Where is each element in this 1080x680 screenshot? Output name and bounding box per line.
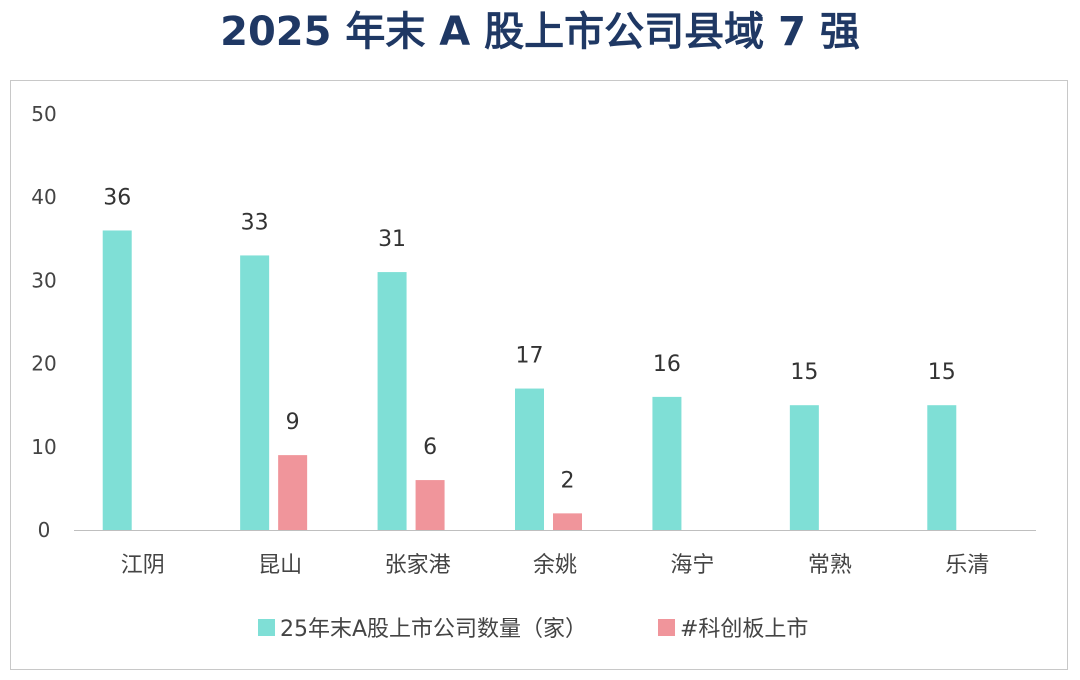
x-category-label: 昆山 bbox=[258, 553, 302, 578]
data-label: 6 bbox=[423, 435, 437, 460]
bar-listed-companies bbox=[102, 230, 132, 531]
bar-listed-companies bbox=[789, 405, 819, 530]
bar-star-market bbox=[415, 480, 445, 530]
x-category-label: 张家港 bbox=[385, 553, 451, 578]
y-tick-label: 40 bbox=[31, 185, 56, 209]
legend-label: 25年末A股上市公司数量（家） bbox=[280, 617, 587, 642]
y-tick-label: 0 bbox=[38, 518, 51, 542]
data-label: 16 bbox=[653, 352, 681, 377]
data-label: 9 bbox=[286, 410, 300, 435]
data-label: 36 bbox=[103, 185, 131, 210]
data-label: 15 bbox=[790, 360, 818, 385]
x-category-label: 海宁 bbox=[670, 553, 714, 578]
bar-listed-companies bbox=[240, 255, 270, 530]
data-label: 33 bbox=[241, 210, 269, 235]
legend-label: #科创板上市 bbox=[680, 617, 808, 642]
legend-swatch bbox=[658, 619, 675, 636]
chart-frame bbox=[10, 80, 1068, 670]
data-label: 2 bbox=[561, 468, 575, 493]
legend-swatch bbox=[258, 619, 275, 636]
x-category-label: 江阴 bbox=[121, 553, 165, 578]
bar-listed-companies bbox=[515, 388, 544, 530]
bar-star-market bbox=[278, 455, 308, 530]
bar-star-market bbox=[553, 513, 582, 530]
data-label: 31 bbox=[378, 227, 406, 252]
x-category-label: 常熟 bbox=[808, 553, 852, 578]
bar-listed-companies bbox=[377, 272, 407, 530]
y-tick-label: 10 bbox=[31, 435, 56, 459]
data-label: 15 bbox=[928, 360, 956, 385]
bar-listed-companies bbox=[927, 405, 957, 530]
bar-listed-companies bbox=[652, 396, 682, 530]
x-category-label: 乐清 bbox=[945, 553, 989, 578]
y-tick-label: 50 bbox=[31, 102, 56, 126]
y-tick-label: 20 bbox=[31, 352, 56, 376]
chart-title: 2025 年末 A 股上市公司县域 7 强 bbox=[220, 9, 860, 55]
data-label: 17 bbox=[516, 344, 544, 369]
x-category-label: 余姚 bbox=[533, 553, 577, 578]
y-tick-label: 30 bbox=[31, 268, 56, 292]
